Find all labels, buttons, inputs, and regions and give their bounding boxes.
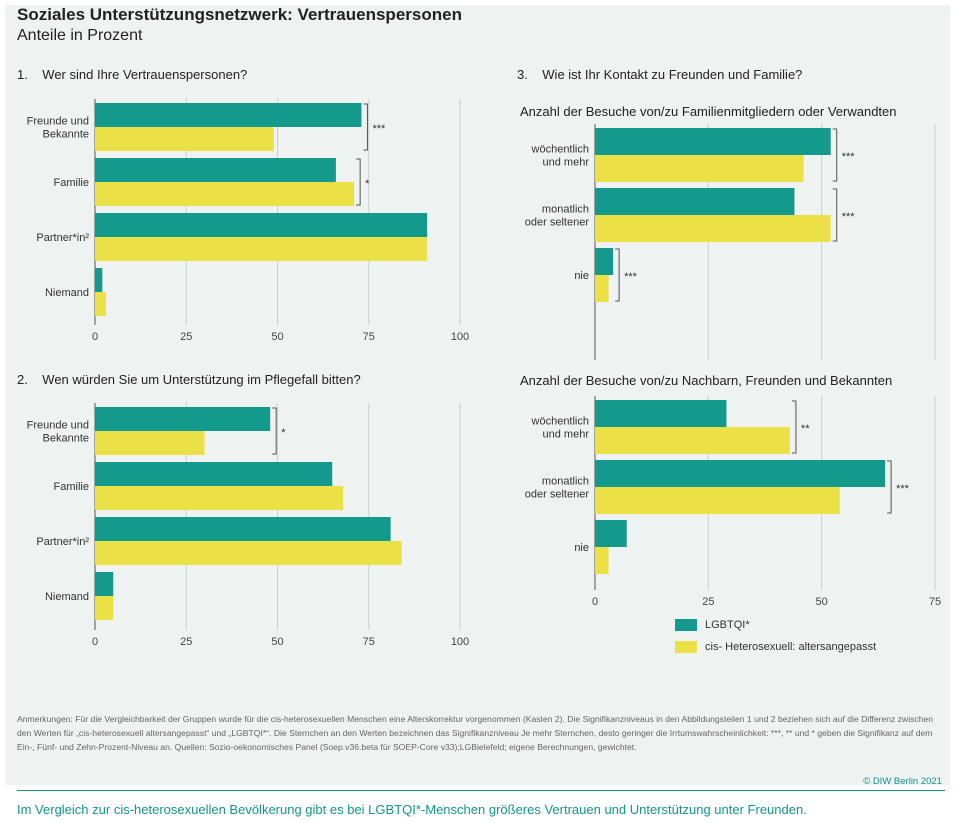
category-label: Partner*in²: [36, 232, 89, 244]
chart-1-vertrauenspersonen: 0 25 50 75 100 Freunde und Bekannte *** Familie *…: [27, 99, 469, 343]
bar-lgbtqi: [95, 103, 362, 127]
significance-stars: ***: [624, 271, 638, 283]
chart-3b-freunde: 0 25 50 75 wöchentlich und mehr ** monatlich ode…: [525, 396, 941, 608]
significance-bracket: [356, 158, 361, 206]
category-label: nie: [574, 542, 589, 554]
x-tick-label: 100: [451, 636, 469, 648]
x-tick-label: 100: [451, 331, 469, 343]
x-tick-label: 75: [363, 636, 375, 648]
bar-lgbtqi: [95, 517, 391, 541]
significance-bracket: [791, 400, 797, 454]
legend-item-lgbtqi: LGBTQI*: [675, 616, 876, 634]
bar-cis: [95, 182, 355, 206]
section-1-heading: 1. Wer sind Ihre Vertrauenspersonen?: [17, 67, 248, 82]
figure-title: Soziales Unterstützungsnetzwerk: Vertrau…: [17, 5, 462, 24]
bar-lgbtqi: [595, 248, 614, 275]
category-label: monatlich oder seltener: [525, 204, 590, 229]
bar-cis: [95, 541, 402, 565]
bar-lgbtqi: [595, 400, 727, 427]
category-label: monatlich oder seltener: [525, 476, 590, 501]
bar-lgbtqi: [595, 520, 627, 547]
x-tick-label: 75: [363, 331, 375, 343]
copyright: © DIW Berlin 2021: [863, 776, 942, 787]
significance-stars: ***: [842, 151, 856, 163]
x-tick-label: 25: [180, 636, 192, 648]
significance-bracket: [615, 248, 620, 302]
bar-lgbtqi: [595, 460, 886, 487]
section-3a-subheading: Anzahl der Besuche von/zu Familienmitgli…: [520, 104, 897, 119]
bar-lgbtqi: [595, 128, 831, 155]
significance-bracket: [272, 407, 277, 455]
x-tick-label: 25: [180, 331, 192, 343]
category-label: Niemand: [45, 287, 89, 299]
x-tick-label: 0: [92, 636, 98, 648]
bar-cis: [95, 596, 114, 620]
legend-swatch-lgbtqi: [675, 619, 697, 631]
bar-lgbtqi: [95, 213, 428, 237]
category-label: nie: [574, 270, 589, 282]
bar-lgbtqi: [95, 158, 336, 182]
bar-lgbtqi: [95, 462, 333, 486]
significance-stars: *: [365, 178, 370, 190]
significance-stars: ***: [372, 123, 386, 135]
bar-lgbtqi: [95, 572, 114, 596]
bar-cis: [595, 547, 609, 574]
x-tick-label: 50: [271, 636, 283, 648]
bar-cis: [95, 237, 428, 261]
bar-cis: [95, 292, 106, 316]
footer-caption: Im Vergleich zur cis-heterosexuellen Bev…: [17, 802, 807, 817]
chart-3a-familie: wöchentlich und mehr *** monatlich oder selt…: [525, 124, 936, 360]
significance-bracket: [887, 460, 892, 514]
figure-subtitle: Anteile in Prozent: [17, 27, 143, 44]
bar-cis: [595, 487, 840, 514]
category-label: wöchentlich und mehr: [531, 416, 590, 441]
notes: Anmerkungen: Für die Vergleichbarkeit de…: [17, 714, 934, 752]
x-tick-label: 50: [816, 596, 828, 608]
legend-label-lgbtqi: LGBTQI*: [705, 619, 750, 631]
section-3b-subheading: Anzahl der Besuche von/zu Nachbarn, Freu…: [520, 373, 893, 388]
significance-stars: ***: [896, 483, 910, 495]
divider: [17, 790, 945, 791]
significance-stars: ***: [842, 211, 856, 223]
bar-lgbtqi: [595, 188, 795, 215]
bar-cis: [595, 427, 790, 454]
legend: LGBTQI* cis- Heterosexuell: altersangepa…: [675, 616, 876, 660]
bar-cis: [95, 486, 344, 510]
category-label: Freunde und Bekannte: [27, 420, 89, 445]
bar-cis: [595, 275, 609, 302]
category-label: Familie: [54, 177, 89, 189]
bar-cis: [595, 215, 831, 242]
x-tick-label: 0: [592, 596, 598, 608]
bar-cis: [95, 431, 205, 455]
section-2-heading: 2. Wen würden Sie um Unterstützung im Pf…: [17, 372, 361, 387]
significance-stars: **: [801, 423, 810, 435]
category-label: Freunde und Bekannte: [27, 116, 89, 141]
section-3-heading: 3. Wie ist Ihr Kontakt zu Freunden und F…: [517, 67, 803, 82]
bar-lgbtqi: [95, 268, 103, 292]
x-tick-label: 0: [92, 331, 98, 343]
category-label: Familie: [54, 481, 89, 493]
x-tick-label: 50: [271, 331, 283, 343]
bar-cis: [95, 127, 274, 151]
bar-cis: [595, 155, 804, 182]
significance-bracket: [832, 128, 838, 182]
category-label: wöchentlich und mehr: [531, 144, 590, 169]
legend-item-cis: cis- Heterosexuell: altersangepasst: [675, 638, 876, 656]
legend-swatch-cis: [675, 641, 697, 653]
x-tick-label: 25: [702, 596, 714, 608]
significance-stars: *: [281, 427, 286, 439]
chart-2-pflegefall: 0 25 50 75 100 Freunde und Bekannte * Familie Par…: [27, 403, 469, 648]
significance-bracket: [363, 103, 368, 151]
bar-lgbtqi: [95, 407, 271, 431]
category-label: Niemand: [45, 591, 89, 603]
significance-bracket: [832, 188, 838, 242]
legend-label-cis: cis- Heterosexuell: altersangepasst: [705, 641, 877, 653]
category-label: Partner*in²: [36, 536, 89, 548]
x-tick-label: 75: [929, 596, 941, 608]
